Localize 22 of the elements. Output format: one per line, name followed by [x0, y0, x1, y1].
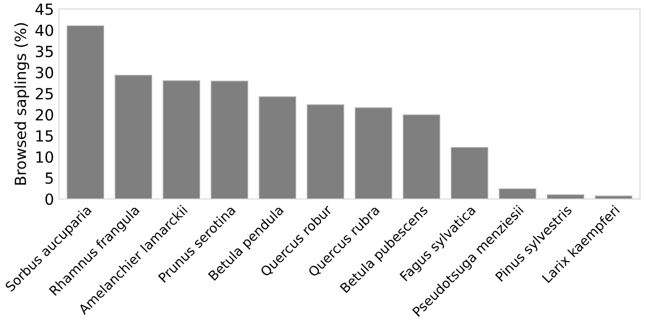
- bar: [210, 80, 248, 199]
- bar: [162, 80, 200, 199]
- bar: [498, 188, 536, 199]
- y-tick-label: 20: [36, 109, 54, 121]
- bar: [66, 25, 104, 199]
- y-tick-label: 30: [36, 66, 54, 78]
- y-tick-label: 15: [36, 130, 53, 142]
- bar: [594, 196, 632, 199]
- bar: [402, 114, 440, 199]
- y-tick-label: 35: [36, 46, 53, 58]
- y-tick-label: 0: [45, 193, 54, 206]
- y-tick-label: 10: [36, 151, 54, 163]
- y-axis-title: Browsed saplings (%): [14, 23, 30, 185]
- bar: [114, 74, 152, 199]
- y-tick-label: 45: [35, 4, 53, 16]
- bar: [450, 147, 488, 199]
- bar: [354, 107, 392, 199]
- bar: [306, 104, 344, 199]
- y-tick-label: 40: [35, 24, 54, 36]
- y-tick-label: 5: [46, 172, 53, 184]
- y-tick-label: 25: [36, 88, 53, 100]
- bar: [258, 96, 296, 199]
